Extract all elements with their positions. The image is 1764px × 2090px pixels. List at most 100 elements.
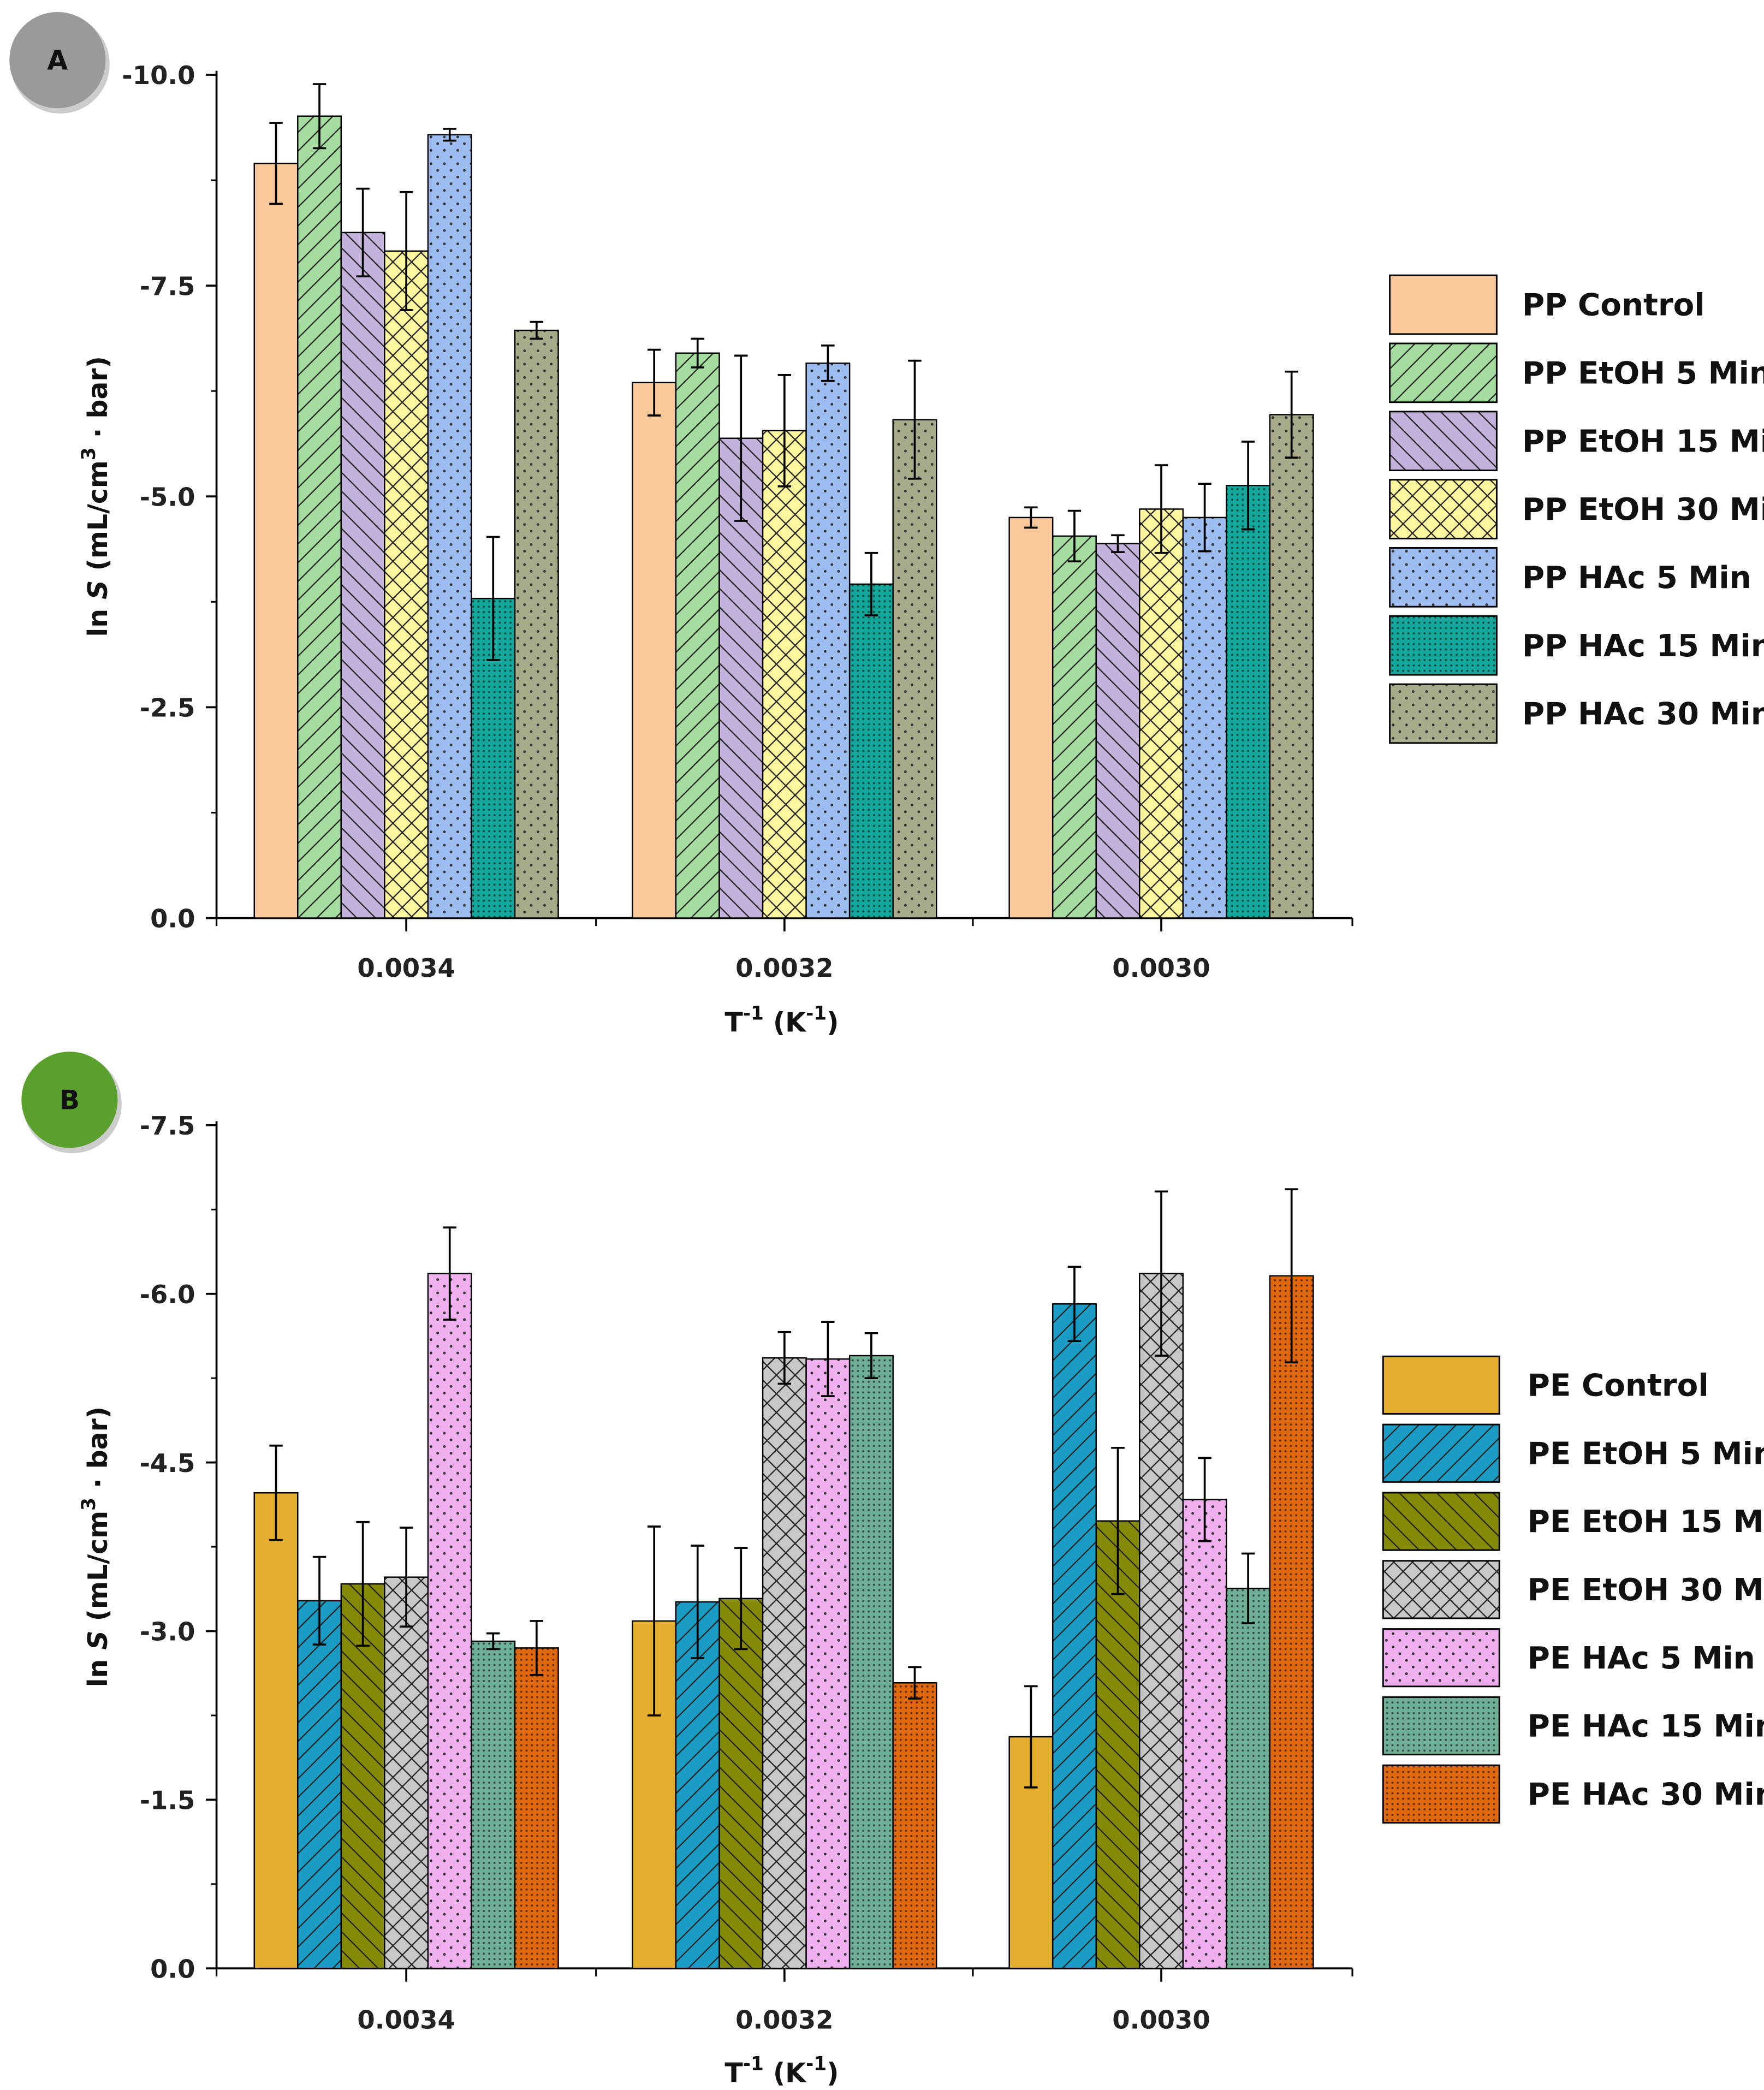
y-tick-label: -10.0 [122,61,195,90]
legend-swatch [1389,683,1498,744]
y-tick-label: -6.0 [140,1280,195,1309]
bar-pp-hac-30-min-0.0030 [1269,414,1314,919]
y-axis-title: ln S (mL/cm3 · bar) [78,1406,114,1687]
y-tick-label: -1.5 [140,1786,195,1815]
legend-label: PE HAc 5 Min [1528,1641,1755,1676]
error-bar [1154,464,1168,554]
legend-item: PP Control [1389,274,1705,335]
error-bar [269,122,283,205]
y-tick-label: -3.0 [140,1617,195,1647]
bar-pp-hac-15-min-0.0030 [1226,484,1271,919]
legend-label: PP Control [1522,288,1705,323]
legend-item: PE HAc 15 Min [1382,1696,1764,1756]
bar-pe-hac-5-min-0.0032 [805,1358,851,1969]
bar-pp-etoh-15-min-0.0030 [1095,543,1141,919]
legend-item: PE Control [1382,1355,1709,1415]
bar-pp-hac-5-min-0.0032 [805,363,851,919]
legend-swatch [1389,615,1498,676]
panel-label: B [60,1084,80,1115]
legend-item: PE EtOH 5 Min [1382,1423,1764,1483]
error-bar [647,348,661,417]
legend-label: PP HAc 30 Min [1522,697,1764,732]
error-bar [1067,509,1082,563]
legend-swatch [1382,1492,1500,1551]
bar-pp-control-0.0034 [253,163,299,919]
y-tick-label: -5.0 [140,482,195,512]
y-tick-label: -7.5 [140,271,195,301]
y-tick-label: -4.5 [140,1448,195,1478]
error-bar [312,83,326,150]
x-tick-label: 0.0030 [1112,953,1210,983]
bar-pp-etoh-30-min-0.0034 [384,250,429,919]
y-tick-label: -7.5 [140,1111,195,1141]
bar-pe-hac-5-min-0.0030 [1182,1499,1227,1969]
bar-pp-hac-30-min-0.0034 [514,329,559,919]
error-bar [486,536,500,661]
bar-pe-etoh-15-min-0.0032 [718,1598,764,1969]
error-bar [864,551,878,616]
error-bar [777,1331,792,1385]
error-bar [1067,1266,1082,1343]
legend-swatch [1382,1355,1500,1415]
bar-pe-etoh-5-min-0.0034 [297,1600,342,1969]
legend-swatch [1382,1423,1500,1483]
error-bar [486,1632,500,1650]
error-bar [269,1444,283,1541]
error-bar [1198,483,1211,553]
legend-label: PE HAc 30 Min [1528,1777,1764,1812]
panel-badge: B [21,1052,122,1154]
bar-pe-etoh-30-min-0.0030 [1139,1273,1184,1969]
legend-item: PP HAc 5 Min [1389,547,1751,608]
chart-panel-a: A 0.0 -2.5 -5.0 -7.5 -10.0 0.0034 0.0032 0.0030 P… [9,12,1764,1038]
bar-pe-hac-30-min-0.0030 [1269,1275,1314,1969]
legend-label: PE EtOH 5 Min [1528,1436,1764,1471]
bar-pp-etoh-15-min-0.0034 [340,231,385,919]
legend-label: PP EtOH 5 Min [1522,355,1764,391]
bar-pp-etoh-30-min-0.0032 [762,430,807,919]
error-bar [864,1332,878,1380]
error-bar [908,1666,922,1700]
panel-badge: A [9,12,110,114]
bar-pp-etoh-5-min-0.0034 [297,115,342,919]
error-bar [1111,1447,1125,1595]
legend-label: PE Control [1528,1368,1709,1403]
error-bar [777,374,792,488]
bar-pe-etoh-15-min-0.0034 [340,1583,385,1969]
error-bar [1285,370,1298,459]
error-bar [356,1521,370,1647]
legend-swatch [1382,1560,1500,1619]
y-axis-title: ln S (mL/cm3 · bar) [78,356,114,637]
error-bar [312,1555,326,1646]
error-bar [399,191,413,311]
legend-item: PE HAc 30 Min [1382,1764,1764,1824]
error-bar [1198,1457,1211,1542]
x-tick-label: 0.0032 [735,953,833,983]
chart-panel-b: B 0.0 -1.5 -3.0 -4.5 -6.0 -7.5 0.0034 0.0032 0.00… [21,1052,1764,2088]
legend-label: PP EtOH 15 Min [1522,424,1764,459]
legend-swatch [1389,547,1498,608]
bar-pp-control-0.0032 [632,382,677,919]
bar-pe-etoh-30-min-0.0034 [384,1576,429,1969]
error-bar [530,320,544,340]
legend-item: PP EtOH 15 Min [1389,411,1764,472]
bar-pp-control-0.0030 [1008,516,1054,919]
legend-label: PE EtOH 15 Min [1528,1504,1764,1540]
legend-swatch [1389,274,1498,335]
error-bar [691,337,704,369]
legend-swatch [1382,1764,1500,1824]
error-bar [1111,534,1125,554]
legend-label: PE EtOH 30 Min [1528,1572,1764,1608]
error-bar [399,1527,413,1628]
legend-item: PP HAc 15 Min [1389,615,1764,676]
bar-pe-hac-5-min-0.0034 [427,1273,472,1969]
legend-swatch [1382,1628,1500,1688]
legend-swatch [1382,1696,1500,1756]
legend-label: PP EtOH 30 Min [1522,492,1764,527]
error-bar [443,1226,456,1321]
bar-pe-etoh-5-min-0.0030 [1052,1303,1097,1969]
x-axis-title: T-1 (K-1) [724,2053,839,2088]
legend-label: PE HAc 15 Min [1528,1709,1764,1744]
bar-pe-hac-30-min-0.0032 [892,1682,937,1969]
legend-label: PP HAc 5 Min [1522,560,1751,596]
error-bar [1024,1685,1038,1789]
